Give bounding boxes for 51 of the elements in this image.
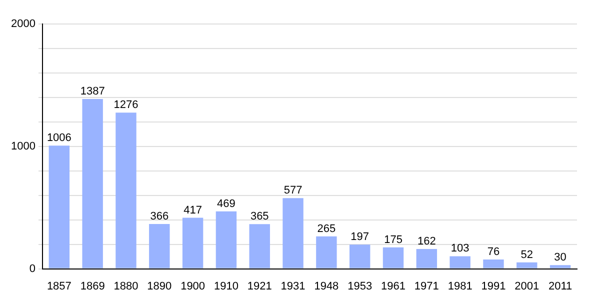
- bar: [82, 99, 103, 268]
- bar: [48, 146, 70, 268]
- x-tick-label: 1953: [348, 280, 372, 292]
- x-tick-label: 1971: [414, 280, 439, 292]
- data-label: 76: [487, 246, 500, 258]
- data-label: 52: [520, 248, 534, 261]
- bar: [182, 218, 204, 268]
- data-label: 417: [184, 204, 202, 216]
- bar: [349, 244, 370, 268]
- bar: [382, 247, 404, 268]
- data-label: 162: [417, 236, 436, 248]
- x-tick-label: 1890: [147, 280, 172, 292]
- bar: [249, 224, 270, 268]
- bar: [282, 198, 304, 268]
- y-tick-label: 2000: [10, 18, 36, 30]
- data-label: 175: [384, 234, 402, 246]
- data-label: 1006: [46, 132, 72, 144]
- x-tick-label: 1991: [481, 280, 506, 292]
- x-tick-label: 1900: [180, 280, 206, 292]
- x-tick-label: 1869: [80, 280, 105, 292]
- bar: [416, 248, 438, 268]
- bar: [216, 211, 237, 268]
- x-tick-label: 1961: [381, 280, 406, 292]
- x-tick-label: 2011: [548, 280, 572, 292]
- y-tick-label: 1000: [10, 140, 36, 152]
- x-tick-label: 1931: [280, 280, 306, 292]
- x-tick-label: 1981: [448, 280, 472, 292]
- bar: [516, 262, 538, 268]
- data-label: 365: [250, 210, 269, 223]
- x-tick-label: 1880: [114, 280, 138, 292]
- x-tick-label: 1910: [214, 280, 238, 292]
- bar: [149, 224, 170, 268]
- data-label: 265: [317, 222, 336, 235]
- data-label: 1276: [114, 99, 138, 112]
- data-label: 197: [350, 231, 370, 244]
- x-tick-label: 1857: [46, 280, 72, 292]
- bar: [550, 265, 571, 268]
- data-label: 103: [450, 242, 470, 255]
- data-label: 366: [150, 210, 169, 223]
- x-tick-label: 1921: [247, 280, 272, 292]
- bar: [116, 112, 136, 268]
- y-tick-label: 0: [29, 262, 36, 275]
- data-label: 577: [284, 184, 302, 197]
- bar: [316, 236, 337, 268]
- data-label: 469: [217, 198, 236, 210]
- bar: [483, 260, 504, 268]
- bar: [450, 256, 470, 268]
- data-label: 30: [554, 252, 566, 264]
- x-tick-label: 2001: [514, 280, 540, 292]
- x-tick-label: 1948: [314, 280, 339, 292]
- data-label: 1387: [80, 86, 105, 98]
